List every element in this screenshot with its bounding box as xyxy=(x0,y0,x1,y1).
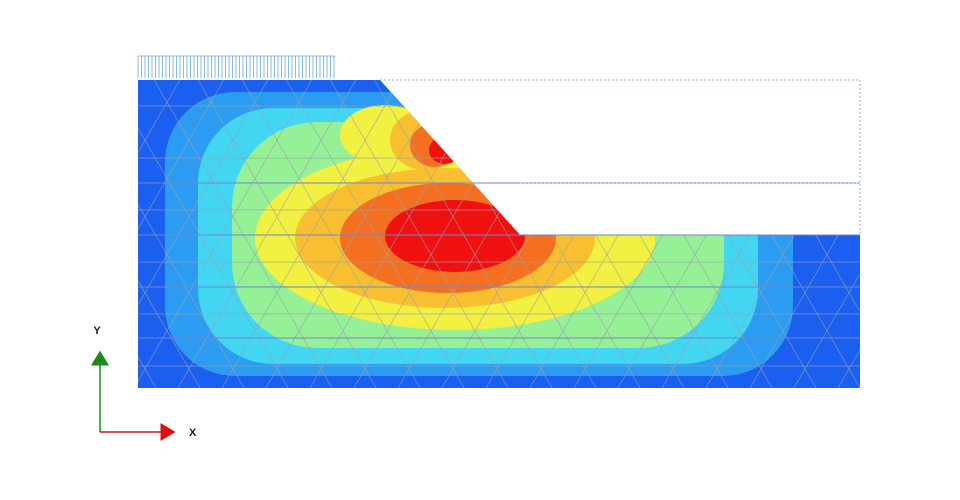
surface-load xyxy=(137,55,335,78)
mesh-line xyxy=(138,80,157,388)
x-axis-label: X xyxy=(189,427,197,439)
mesh-line xyxy=(197,80,377,388)
mesh-line xyxy=(0,80,136,388)
mesh-line xyxy=(138,80,181,388)
mesh-line xyxy=(329,80,509,388)
contour-band xyxy=(429,136,461,164)
excavation-outline xyxy=(380,79,861,235)
mesh-line xyxy=(882,80,960,388)
layer-lines xyxy=(138,182,860,339)
mesh-line xyxy=(265,80,445,388)
mesh-line xyxy=(138,80,269,388)
mesh-line xyxy=(138,80,201,388)
mesh-line xyxy=(241,80,421,388)
mesh-line xyxy=(138,80,245,388)
mesh-line xyxy=(793,80,860,388)
mesh-line xyxy=(0,80,4,388)
mesh-line xyxy=(0,80,112,388)
contour-band xyxy=(385,200,525,272)
mesh-line xyxy=(138,80,225,388)
mesh-line xyxy=(285,80,465,388)
y-axis-label: Y xyxy=(93,325,101,337)
mesh-line xyxy=(0,80,48,388)
mesh-line xyxy=(0,80,92,388)
mesh-line xyxy=(153,80,333,388)
mesh-line xyxy=(0,80,68,388)
mesh-line xyxy=(138,80,313,388)
mesh-line xyxy=(373,80,553,388)
mesh-line xyxy=(0,80,24,388)
contours xyxy=(0,80,960,388)
mesh-line xyxy=(138,80,289,388)
mesh-line xyxy=(221,80,401,388)
mesh-line xyxy=(177,80,357,388)
